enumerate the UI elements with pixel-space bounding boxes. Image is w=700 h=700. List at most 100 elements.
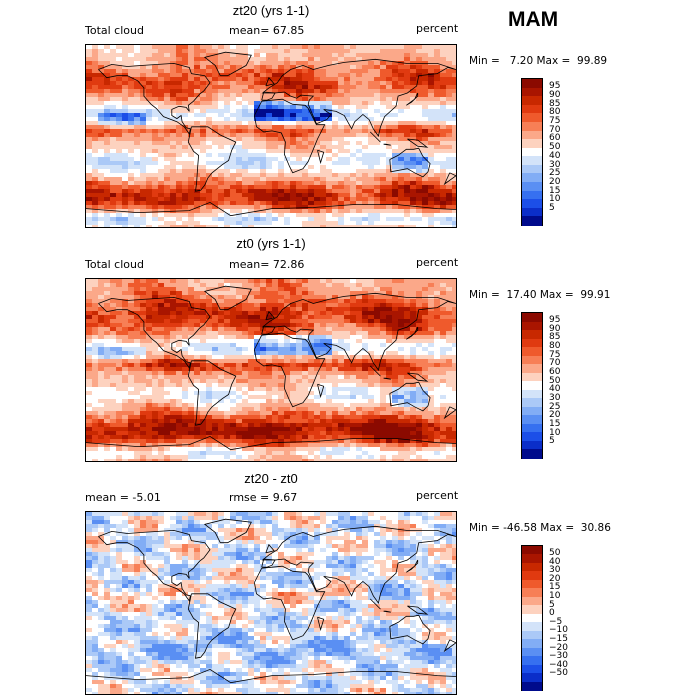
field-cell — [170, 307, 177, 312]
field-cell — [242, 113, 249, 118]
field-cell — [116, 145, 123, 150]
field-cell — [266, 157, 273, 162]
field-cell — [344, 181, 351, 186]
field-cell — [350, 153, 357, 158]
field-cell — [422, 221, 429, 226]
field-cell — [248, 201, 255, 206]
field-cell — [410, 181, 417, 186]
field-cell — [194, 347, 201, 352]
field-cell — [284, 117, 291, 122]
field-cell — [128, 49, 135, 54]
field-cell — [104, 61, 111, 66]
field-cell — [242, 217, 249, 222]
field-cell — [296, 217, 303, 222]
field-cell — [224, 323, 231, 328]
field-cell — [98, 121, 105, 126]
field-cell — [110, 411, 117, 416]
field-cell — [248, 73, 255, 78]
colorbar-swatch — [522, 190, 542, 200]
field-cell — [320, 217, 327, 222]
field-cell — [302, 53, 309, 58]
field-cell — [206, 355, 213, 360]
field-cell — [302, 295, 309, 300]
field-cell — [320, 371, 327, 376]
field-cell — [386, 315, 393, 320]
field-cell — [92, 335, 99, 340]
field-cell — [260, 359, 267, 364]
field-cell — [110, 363, 117, 368]
field-cell — [86, 327, 93, 332]
field-cell — [368, 221, 375, 226]
field-cell — [290, 407, 297, 412]
field-cell — [164, 85, 171, 90]
field-cell — [290, 323, 297, 328]
field-cell — [314, 375, 321, 380]
field-cell — [212, 331, 219, 336]
field-cell — [356, 363, 363, 368]
field-cell — [374, 283, 381, 288]
field-cell — [326, 185, 333, 190]
field-cell — [206, 153, 213, 158]
field-cell — [440, 213, 447, 218]
field-cell — [272, 189, 279, 194]
field-cell — [344, 371, 351, 376]
field-cell — [194, 121, 201, 126]
field-cell — [218, 323, 225, 328]
field-cell — [200, 359, 207, 364]
field-cell — [440, 355, 447, 360]
field-cell — [416, 185, 423, 190]
field-cell — [242, 133, 249, 138]
field-cell — [308, 391, 315, 396]
field-cell — [140, 137, 147, 142]
field-cell — [392, 347, 399, 352]
field-cell — [92, 411, 99, 416]
field-cell — [350, 379, 357, 384]
field-cell — [140, 125, 147, 130]
field-cell — [218, 209, 225, 214]
field-cell — [368, 295, 375, 300]
field-cell — [134, 383, 141, 388]
field-cell — [290, 189, 297, 194]
field-cell — [140, 61, 147, 66]
field-cell — [224, 193, 231, 198]
field-cell — [152, 85, 159, 90]
field-cell — [440, 383, 447, 388]
field-cell — [416, 217, 423, 222]
field-cell — [434, 209, 441, 214]
field-cell — [386, 379, 393, 384]
field-cell — [152, 279, 159, 284]
field-cell — [194, 97, 201, 102]
field-cell — [134, 217, 141, 222]
field-cell — [440, 145, 447, 150]
field-cell — [98, 411, 105, 416]
field-cell — [380, 225, 387, 227]
field-cell — [122, 189, 129, 194]
field-cell — [92, 77, 99, 82]
field-cell — [410, 173, 417, 178]
field-cell — [416, 193, 423, 198]
field-cell — [452, 295, 456, 300]
field-cell — [176, 165, 183, 170]
field-cell — [374, 65, 381, 70]
field-cell — [278, 125, 285, 130]
field-cell — [116, 49, 123, 54]
field-cell — [266, 225, 273, 227]
field-cell — [218, 101, 225, 106]
field-cell — [218, 221, 225, 226]
field-cell — [398, 113, 405, 118]
field-cell — [206, 327, 213, 332]
field-cell — [290, 291, 297, 296]
field-cell — [176, 339, 183, 344]
field-cell — [98, 371, 105, 376]
field-cell — [272, 399, 279, 404]
field-cell — [350, 45, 357, 50]
field-cell — [356, 125, 363, 130]
field-cell — [188, 73, 195, 78]
field-cell — [194, 109, 201, 114]
field-cell — [368, 355, 375, 360]
field-cell — [236, 331, 243, 336]
field-cell — [386, 185, 393, 190]
field-cell — [230, 411, 237, 416]
field-cell — [152, 141, 159, 146]
field-cell — [116, 339, 123, 344]
